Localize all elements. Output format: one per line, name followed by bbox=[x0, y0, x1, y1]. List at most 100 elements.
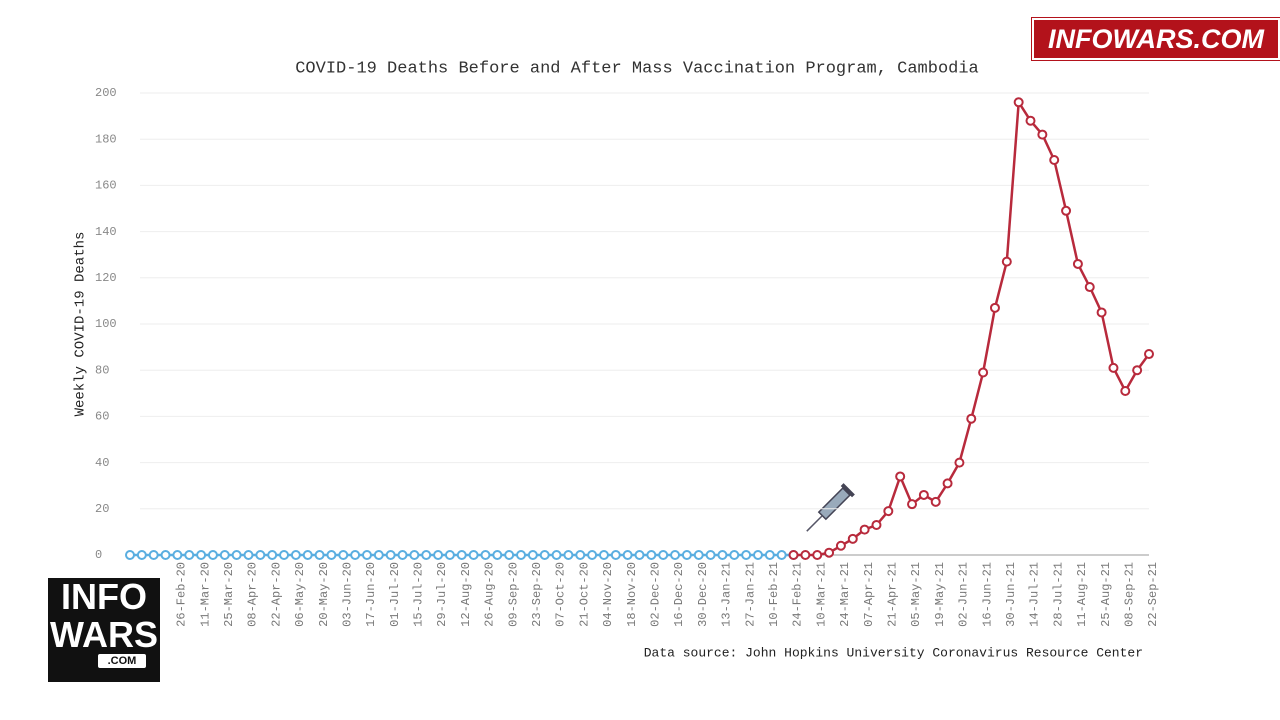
data-point bbox=[670, 550, 681, 560]
data-point bbox=[219, 550, 230, 560]
data-point bbox=[622, 550, 633, 560]
x-tick-label: 10-Feb-21 bbox=[767, 562, 781, 627]
data-point bbox=[1001, 256, 1012, 267]
x-tick-label: 01-Jul-20 bbox=[388, 562, 402, 627]
x-tick-label: 30-Jun-21 bbox=[1004, 562, 1018, 627]
x-tick-label: 14-Jul-21 bbox=[1028, 562, 1042, 627]
data-point bbox=[136, 550, 147, 560]
data-point bbox=[231, 550, 242, 560]
x-tick-label: 26-Feb-20 bbox=[175, 562, 189, 627]
data-point bbox=[610, 550, 621, 560]
x-tick-label: 12-Aug-20 bbox=[459, 562, 473, 627]
x-tick-label: 17-Jun-20 bbox=[364, 562, 378, 627]
data-point bbox=[575, 550, 586, 560]
data-point bbox=[338, 550, 349, 560]
y-tick-label: 140 bbox=[95, 225, 117, 239]
y-tick-label: 80 bbox=[95, 363, 109, 377]
data-point bbox=[764, 550, 775, 560]
data-point bbox=[883, 506, 894, 517]
data-point bbox=[421, 550, 432, 560]
data-point bbox=[326, 550, 337, 560]
x-tick-label: 18-Nov-20 bbox=[625, 562, 639, 627]
data-point bbox=[693, 550, 704, 560]
x-tick-label: 07-Apr-21 bbox=[862, 562, 876, 627]
data-point bbox=[527, 550, 538, 560]
data-point bbox=[350, 550, 361, 560]
data-point bbox=[1025, 115, 1036, 126]
data-point bbox=[196, 550, 207, 560]
y-tick-label: 0 bbox=[95, 548, 102, 562]
y-tick-label: 180 bbox=[95, 132, 117, 146]
x-tick-label: 28-Jul-21 bbox=[1051, 562, 1065, 627]
x-tick-label: 07-Oct-20 bbox=[554, 562, 568, 627]
data-point bbox=[824, 547, 835, 558]
x-tick-label: 25-Mar-20 bbox=[222, 562, 236, 627]
data-point bbox=[847, 533, 858, 544]
x-tick-label: 24-Mar-21 bbox=[838, 562, 852, 627]
data-point bbox=[646, 550, 657, 560]
data-point bbox=[290, 550, 301, 560]
data-point bbox=[373, 550, 384, 560]
data-point bbox=[776, 550, 787, 560]
data-point bbox=[1072, 258, 1083, 269]
data-point bbox=[551, 550, 562, 560]
data-point bbox=[1132, 365, 1143, 376]
data-point bbox=[895, 471, 906, 482]
data-point bbox=[989, 302, 1000, 313]
data-point bbox=[267, 550, 278, 560]
data-point bbox=[125, 550, 135, 560]
data-point bbox=[160, 550, 171, 560]
data-point bbox=[978, 367, 989, 378]
x-tick-label: 20-May-20 bbox=[317, 562, 331, 627]
data-point bbox=[385, 550, 396, 560]
chart-title: COVID-19 Deaths Before and After Mass Va… bbox=[295, 59, 979, 78]
x-tick-label: 16-Jun-21 bbox=[980, 562, 994, 627]
y-tick-label: 120 bbox=[95, 271, 117, 285]
data-point bbox=[598, 550, 609, 560]
x-tick-label: 06-May-20 bbox=[293, 562, 307, 627]
data-point bbox=[729, 550, 740, 560]
data-point bbox=[1108, 362, 1119, 373]
data-point bbox=[741, 550, 752, 560]
data-point bbox=[907, 499, 918, 510]
x-tick-label: 19-May-21 bbox=[933, 562, 947, 627]
data-point bbox=[954, 457, 965, 468]
data-point bbox=[207, 550, 218, 560]
x-tick-label: 26-Aug-20 bbox=[483, 562, 497, 627]
x-tick-label: 30-Dec-20 bbox=[696, 562, 710, 627]
data-point bbox=[397, 550, 408, 560]
x-tick-label: 11-Aug-21 bbox=[1075, 562, 1089, 627]
x-tick-label: 23-Sep-20 bbox=[530, 562, 544, 627]
data-point bbox=[243, 550, 254, 560]
data-point bbox=[800, 550, 811, 560]
x-tick-label: 13-Jan-21 bbox=[720, 562, 734, 627]
data-point bbox=[871, 519, 882, 530]
x-tick-label: 10-Mar-21 bbox=[814, 562, 828, 627]
data-point bbox=[468, 550, 479, 560]
data-point bbox=[314, 550, 325, 560]
x-tick-label: 25-Aug-21 bbox=[1099, 562, 1113, 627]
x-tick-label: 11-Mar-20 bbox=[198, 562, 212, 627]
data-point bbox=[1120, 385, 1131, 396]
x-tick-label: 02-Jun-21 bbox=[957, 562, 971, 627]
data-point bbox=[255, 550, 266, 560]
x-tick-label: 15-Jul-20 bbox=[412, 562, 426, 627]
data-point bbox=[492, 550, 503, 560]
x-tick-label: 03-Jun-20 bbox=[340, 562, 354, 627]
data-point bbox=[942, 478, 953, 489]
brand-banner: INFOWARS.COM bbox=[1032, 18, 1280, 60]
data-point bbox=[516, 550, 527, 560]
x-tick-label: 21-Apr-21 bbox=[885, 562, 899, 627]
data-point bbox=[1061, 205, 1072, 216]
y-tick-label: 200 bbox=[95, 86, 117, 100]
y-tick-label: 100 bbox=[95, 317, 117, 331]
data-point bbox=[918, 489, 929, 500]
data-point bbox=[1096, 307, 1107, 318]
data-point bbox=[148, 550, 159, 560]
y-axis-label: Weekly COVID-19 Deaths bbox=[73, 232, 89, 417]
data-point bbox=[859, 524, 870, 535]
data-point bbox=[658, 550, 669, 560]
data-point bbox=[835, 540, 846, 551]
x-tick-label: 16-Dec-20 bbox=[672, 562, 686, 627]
